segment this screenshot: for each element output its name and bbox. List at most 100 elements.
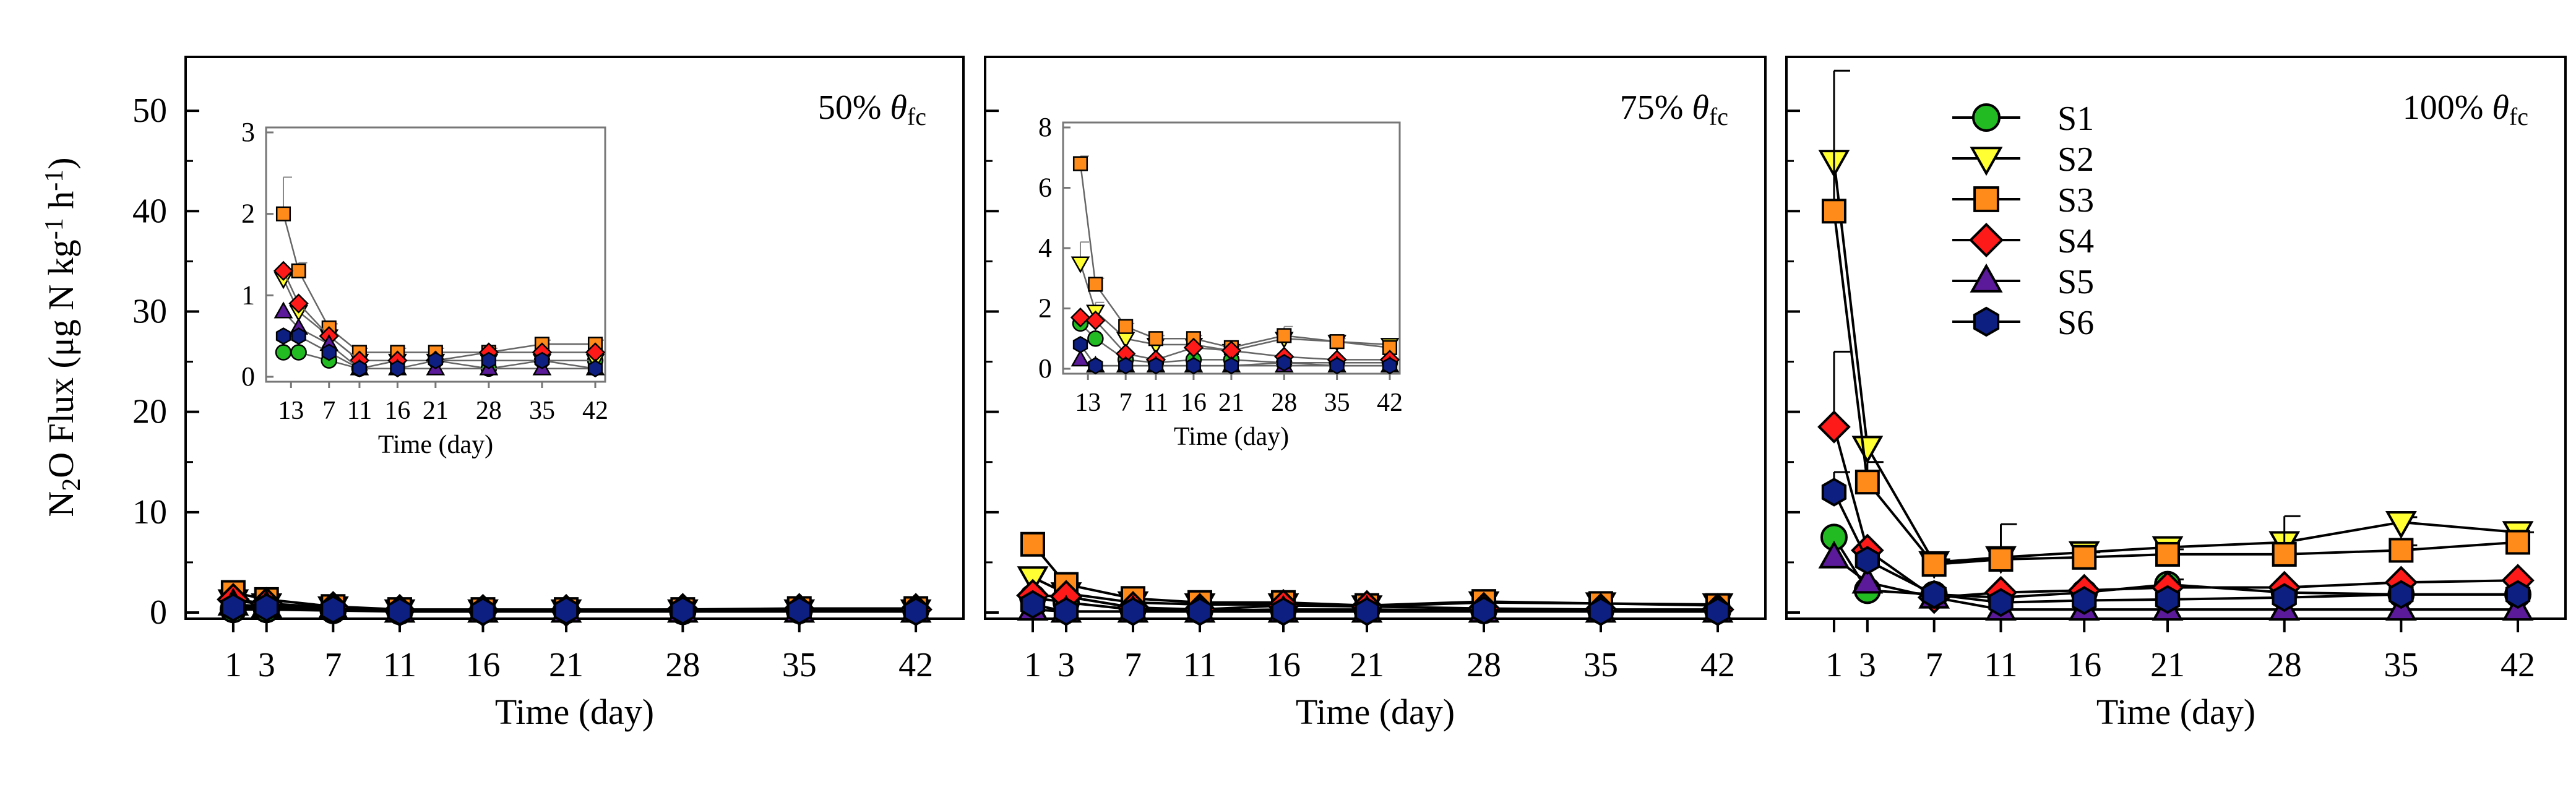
data-point [1053,597,1079,626]
inset-y-tick-label: 3 [241,117,255,147]
inset-x-tick-label: 42 [1377,389,1403,417]
data-point [2505,530,2531,555]
data-point [321,595,346,624]
inset-series-S6 [275,327,603,377]
inset-data-point [291,327,306,345]
data-point [220,593,246,622]
x-tick-label: 1 [1825,646,1843,684]
inset-data-point [481,351,497,369]
legend-label: S5 [2057,263,2094,301]
inset-series-S6 [1072,335,1398,375]
data-point [1854,546,1880,575]
inset-data-point [1148,357,1164,375]
inset-x-tick-label: 13 [1075,389,1101,417]
inset-data-point [1329,357,1345,375]
data-point [470,597,496,626]
y-tick-label: 10 [132,493,167,531]
data-point [2272,583,2297,613]
inset-y-tick-label: 2 [1038,293,1052,324]
inset-x-tick-label: 35 [1324,389,1350,417]
inset-data-point [273,260,294,282]
x-tick-label: 3 [1058,646,1075,684]
inset-frame [1062,121,1401,375]
data-point [1988,547,2014,572]
inset-data-point [1382,357,1398,375]
inset-data-point [1072,156,1088,171]
y-tick-label: 0 [150,593,167,632]
inset-data-point [428,351,444,369]
data-point [1817,410,1851,444]
data-point [1921,552,1947,577]
x-tick-label: 16 [2067,646,2101,684]
x-tick-label: 21 [1350,646,1384,684]
data-point [1851,436,1884,464]
x-tick-label: 11 [1984,646,2018,684]
inset-data-point [275,327,291,345]
inset-data-point [1087,330,1104,347]
x-tick-label: 28 [1467,646,1501,684]
inset-data-point [534,351,550,369]
x-tick-label: 3 [258,646,275,684]
inset-x-tick-label: 42 [582,397,608,425]
legend-marker-circle [1972,103,2001,132]
x-tick-label: 11 [1183,646,1217,684]
x-tick-label: 42 [2501,646,2535,684]
panel-label: 75% θfc [1620,88,1728,131]
inset-x-tick-label: 7 [322,397,335,425]
inset-y-tick-label: 6 [1038,173,1052,203]
x-tick-label: 42 [898,646,933,684]
inset-data-point [1088,277,1103,292]
data-point [2155,585,2181,614]
inset-data-point [1223,357,1239,375]
inset-data-point [1277,328,1292,343]
data-point [2072,586,2097,615]
series-line [1833,160,2518,564]
panel-label: 50% θfc [818,88,926,131]
data-point [1988,588,2014,617]
data-point [1270,597,1296,626]
legend-marker-square [1973,186,1999,212]
inset-data-point [1088,357,1103,375]
inset-y-tick-label: 8 [1038,112,1052,142]
legend-label: S6 [2057,304,2094,342]
x-tick-label: 3 [1859,646,1876,684]
series-S2 [1818,150,2534,579]
legend-marker-triangle-down [1970,147,2003,176]
x-tick-label: 35 [2384,646,2418,684]
data-point [670,596,696,626]
x-axis-label: Time (day) [1296,692,1455,732]
y-tick-label: 20 [132,393,167,431]
data-point [2505,580,2531,609]
inset-data-point [1118,357,1134,375]
data-point [254,593,279,622]
inset-data-point [1186,357,1202,375]
inset-data-point [1072,335,1088,354]
inset-y-tick-label: 4 [1038,233,1052,263]
y-tick-label: 40 [132,192,167,230]
inset-2: 0 2 4 6 8 13 7 11 16 21 28 35 42 Time (day) [1038,112,1403,451]
x-axis-label: Time (day) [2096,692,2255,732]
data-point [2389,580,2414,609]
inset-data-point [1118,319,1134,334]
data-point [1354,597,1380,626]
series-S6 [220,593,929,626]
data-point [1851,566,1884,594]
legend-entry-S6: S6 [1952,304,2094,342]
y-tick-label: 50 [132,92,167,130]
data-point [387,597,413,626]
data-point [2155,541,2181,567]
inset-data-point [1085,310,1106,331]
panel-label: 100% θfc [2403,88,2528,131]
inset-x-tick-label: 11 [1144,389,1168,417]
data-point [1705,597,1731,626]
data-point [1187,597,1213,626]
inset-y-tick-label: 1 [241,280,255,310]
data-point [903,597,929,626]
series-S3 [1821,69,2535,577]
legend-label: S2 [2057,140,2094,179]
x-tick-label: 28 [2267,646,2302,684]
data-point [1471,596,1497,626]
data-point [1821,478,1847,507]
